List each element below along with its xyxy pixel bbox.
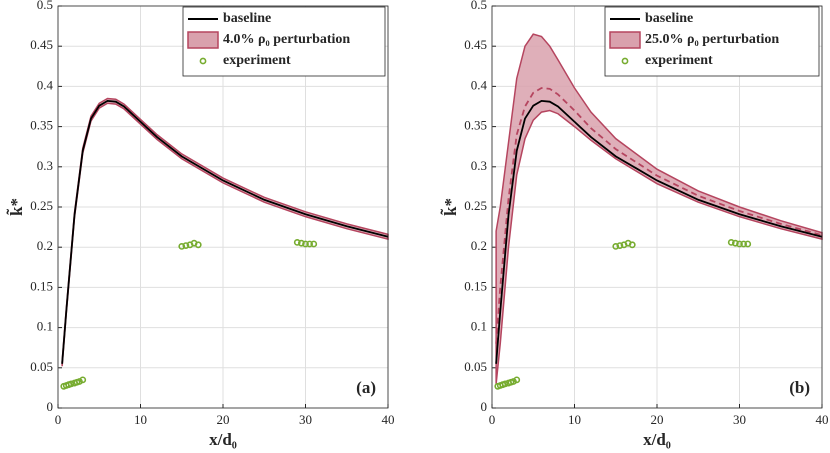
- y-tick-label: 0.45: [30, 37, 53, 52]
- x-tick-label: 30: [733, 412, 746, 427]
- y-tick-label: 0.35: [464, 118, 487, 133]
- panel-label: (b): [789, 378, 810, 397]
- y-tick-label: 0.35: [30, 118, 53, 133]
- point: [297, 239, 305, 247]
- x-tick-label: 0: [55, 412, 62, 427]
- y-tick-label: 0.3: [37, 158, 53, 173]
- legend-label: baseline: [223, 11, 271, 26]
- legend-swatch: [187, 31, 219, 49]
- y-tick-label: 0.15: [464, 278, 487, 293]
- y-tick-label: 0.15: [30, 278, 53, 293]
- x-tick-label: 10: [134, 412, 147, 427]
- point: [727, 238, 735, 246]
- legend-label: experiment: [223, 53, 291, 68]
- point: [293, 238, 301, 246]
- legend-label: 25.0% ρ₀ perturbation: [645, 32, 779, 47]
- x-axis-label: x/d₀: [209, 430, 237, 449]
- y-tick-label: 0.05: [30, 359, 53, 374]
- y-tick-label: 0.4: [471, 77, 488, 92]
- y-axis-label: k̃*: [6, 198, 26, 216]
- y-tick-label: 0.4: [37, 77, 54, 92]
- y-tick-label: 0.5: [37, 0, 53, 12]
- line: [495, 99, 823, 364]
- panel-label: (a): [356, 378, 376, 397]
- y-tick-label: 0.05: [464, 359, 487, 374]
- point: [194, 241, 202, 249]
- x-tick-label: 30: [299, 412, 312, 427]
- y-tick-label: 0.5: [471, 0, 487, 12]
- legend-label: experiment: [645, 53, 713, 68]
- point: [731, 239, 739, 247]
- legend-swatch: [621, 57, 629, 65]
- y-tick-label: 0.2: [471, 238, 487, 253]
- legend-label: 4.0% ρ₀ perturbation: [223, 32, 350, 47]
- y-tick-label: 0.1: [37, 319, 53, 334]
- point: [302, 240, 309, 248]
- y-tick-label: 0.25: [30, 198, 53, 213]
- point: [612, 242, 620, 250]
- point: [79, 376, 87, 384]
- y-tick-label: 0.25: [464, 198, 487, 213]
- point: [76, 378, 83, 385]
- x-tick-label: 10: [568, 412, 581, 427]
- legend-swatch: [199, 57, 207, 65]
- x-tick-label: 40: [382, 412, 395, 427]
- point: [744, 240, 752, 248]
- y-tick-label: 0.2: [37, 238, 53, 253]
- point: [740, 240, 748, 248]
- x-tick-label: 0: [489, 412, 496, 427]
- y-tick-label: 0: [47, 399, 54, 414]
- y-tick-label: 0.45: [464, 37, 487, 52]
- axes-box: [491, 5, 823, 409]
- point: [616, 242, 624, 249]
- line: [495, 87, 823, 344]
- line: [61, 99, 389, 364]
- x-tick-label: 20: [651, 412, 664, 427]
- point: [510, 378, 517, 385]
- legend-swatch: [609, 31, 641, 49]
- point: [501, 380, 509, 388]
- point: [628, 241, 636, 249]
- y-tick-label: 0.1: [471, 319, 487, 334]
- legend-label: baseline: [645, 11, 693, 26]
- point: [310, 240, 318, 248]
- panel: 0 0.05 0.1 0.15 0.2 0.25 0.3 0.35 0.4 0.45 0.5 0 10 2…: [440, 0, 829, 449]
- point: [736, 240, 743, 248]
- panel: 0 0.05 0.1 0.15 0.2 0.25 0.3 0.35 0.4 0.45 0.5 0 10 2…: [6, 0, 395, 449]
- y-axis-label: k̃*: [440, 198, 460, 216]
- x-axis-label: x/d₀: [643, 430, 671, 449]
- y-tick-label: 0.3: [471, 158, 487, 173]
- point: [178, 242, 186, 250]
- x-tick-label: 20: [217, 412, 230, 427]
- x-tick-label: 40: [816, 412, 829, 427]
- point: [182, 242, 190, 249]
- point: [513, 376, 521, 384]
- point: [306, 240, 314, 248]
- y-tick-label: 0: [481, 399, 488, 414]
- point: [67, 380, 75, 388]
- axes-box: [57, 5, 389, 409]
